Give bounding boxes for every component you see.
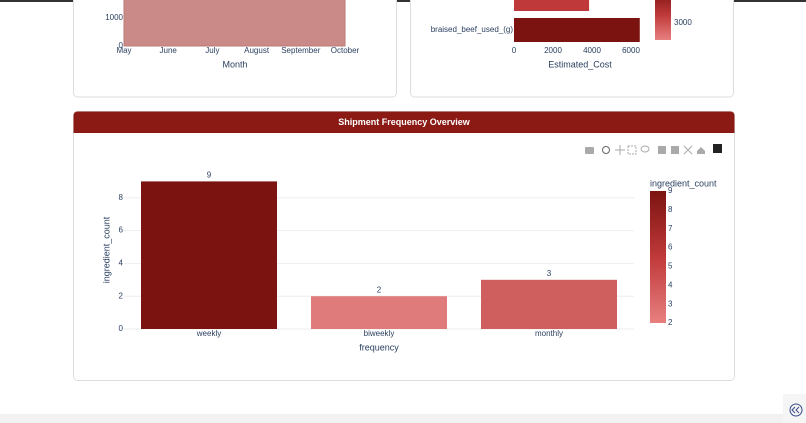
zoom-icon[interactable] <box>602 146 610 154</box>
data-label: 9 <box>207 171 212 180</box>
x-tick-label: May <box>116 46 131 55</box>
y-tick-label: 1000 <box>105 13 123 22</box>
card-header <box>73 111 735 133</box>
plotly-logo[interactable] <box>713 144 722 153</box>
zoom-out-icon[interactable] <box>671 146 679 154</box>
colorbar-tick-label: 9 <box>668 186 673 195</box>
bar <box>141 181 277 329</box>
x-tick-label: 0 <box>512 46 517 55</box>
x-tick-label: June <box>160 46 178 55</box>
bar <box>311 296 447 329</box>
colorbar-tick-label: 3000 <box>674 18 692 27</box>
y-tick-label: 6 <box>119 226 124 235</box>
x-tick-label: October <box>331 46 360 55</box>
card <box>410 0 734 98</box>
y-tick-label: braised_beef_used_(g) <box>431 25 514 34</box>
bottom-bar <box>0 414 806 423</box>
autoscale-icon[interactable] <box>683 145 693 155</box>
x-tick-label: weekly <box>196 329 221 338</box>
data-label: 3 <box>547 269 552 278</box>
top-edge <box>0 0 806 2</box>
data-label: 2 <box>377 285 382 294</box>
x-axis-title: Month <box>222 59 247 69</box>
zoom-in-icon[interactable] <box>658 146 666 154</box>
colorbar-tick-label: 6 <box>668 243 673 252</box>
bar <box>514 18 640 42</box>
y-tick-label: 8 <box>119 193 124 202</box>
x-tick-label: July <box>205 46 219 55</box>
bar <box>481 279 617 329</box>
y-tick-label: 0 <box>119 41 124 50</box>
x-tick-label: monthly <box>535 329 563 338</box>
collapse-icon <box>791 406 800 414</box>
select-icon[interactable] <box>627 145 637 155</box>
x-tick-label: 6000 <box>622 46 640 55</box>
bar <box>514 0 590 11</box>
collapse-panel[interactable] <box>783 394 806 423</box>
colorbar-tick-label: 5 <box>668 262 673 271</box>
y-tick-label: 2 <box>119 291 124 300</box>
collapse-button[interactable] <box>789 403 803 417</box>
pan-icon[interactable] <box>615 145 625 155</box>
x-tick-label: 2000 <box>544 46 562 55</box>
colorbar <box>650 191 666 323</box>
colorbar-title: ingredient_count <box>650 178 717 188</box>
y-tick-label: 4 <box>119 259 124 268</box>
reset-icon[interactable] <box>697 147 705 154</box>
area <box>123 0 346 47</box>
colorbar-tick-label: 3 <box>668 299 673 308</box>
colorbar-tick-label: 8 <box>668 205 673 214</box>
colorbar-tick-label: 7 <box>668 224 673 233</box>
toolbar <box>585 144 722 155</box>
x-axis-title: frequency <box>359 342 399 352</box>
x-tick-label: biweekly <box>364 329 395 338</box>
colorbar-tick-label: 4 <box>668 280 673 289</box>
camera-icon[interactable] <box>585 147 594 154</box>
y-axis-title: ingredient_count <box>101 216 111 283</box>
x-tick-label: August <box>244 46 270 55</box>
x-tick-label: September <box>281 46 320 55</box>
colorbar <box>655 0 671 40</box>
x-tick-label: 4000 <box>583 46 601 55</box>
x-axis-title: Estimated_Cost <box>548 59 612 69</box>
lasso-icon[interactable] <box>640 145 650 153</box>
colorbar-tick-label: 2 <box>668 318 673 327</box>
y-tick-label: 0 <box>119 324 124 333</box>
card-title: Shipment Frequency Overview <box>338 117 471 127</box>
